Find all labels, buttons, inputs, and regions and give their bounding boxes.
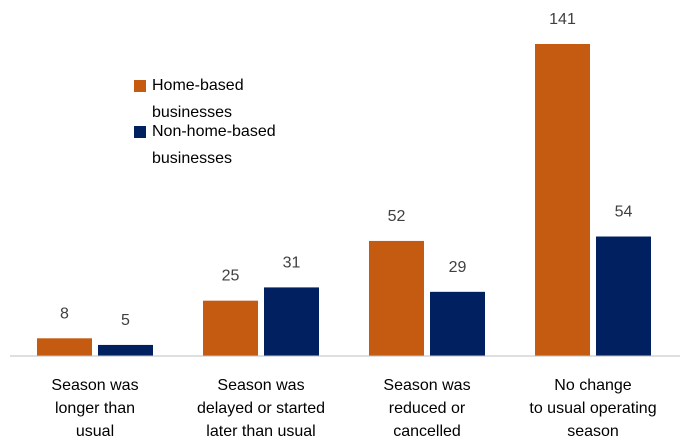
x-tick-label: No change to usual operating season	[529, 377, 657, 440]
legend-swatch	[134, 80, 146, 92]
bar	[430, 291, 485, 356]
legend-label: Home-based businesses	[152, 77, 244, 121]
bar	[37, 338, 92, 356]
data-label: 54	[615, 204, 633, 221]
bar	[264, 287, 319, 356]
data-label: 31	[283, 254, 301, 271]
bar	[369, 240, 424, 356]
bar	[98, 344, 153, 356]
data-label: 141	[549, 11, 576, 28]
data-label: 8	[60, 305, 69, 322]
bar	[203, 300, 258, 356]
data-label: 29	[449, 259, 467, 276]
x-tick-label: Season was reduced or cancelled	[383, 377, 471, 440]
bar	[596, 236, 651, 356]
x-tick-label: Season was delayed or started later than…	[196, 377, 326, 440]
data-label: 52	[388, 208, 406, 225]
data-label: 5	[121, 312, 130, 329]
data-label: 25	[222, 268, 240, 285]
legend-swatch	[134, 126, 146, 138]
legend-label: Non-home-based businesses	[152, 123, 276, 167]
bar	[535, 44, 590, 356]
x-tick-label: Season was longer than usual	[51, 377, 139, 440]
